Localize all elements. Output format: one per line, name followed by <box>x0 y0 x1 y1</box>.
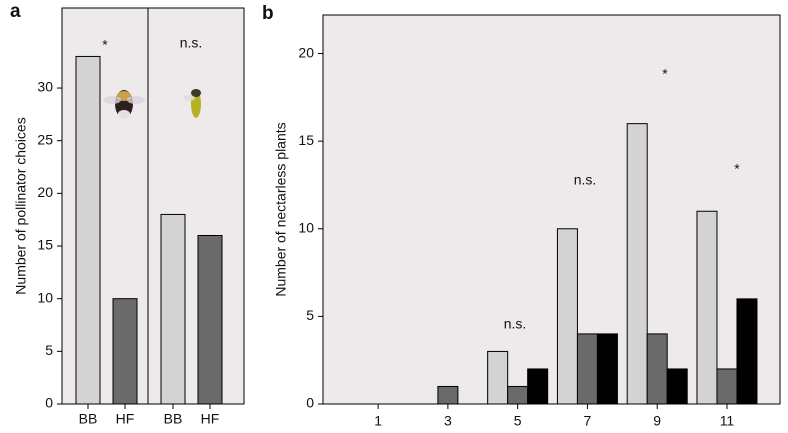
x-tick-label: 5 <box>514 413 522 429</box>
y-axis-label: Number of pollinator choices <box>13 117 29 294</box>
bar <box>646 333 668 405</box>
bar <box>112 298 138 405</box>
bar <box>197 234 223 405</box>
bar <box>626 123 648 405</box>
bar <box>487 350 509 405</box>
x-tick-label: 9 <box>653 413 661 429</box>
y-tick-label: 5 <box>45 342 53 358</box>
y-tick-label: 15 <box>298 132 314 148</box>
bar <box>556 228 578 405</box>
y-tick-label: 20 <box>37 184 53 200</box>
annotation: n.s. <box>504 316 527 332</box>
x-tick-label: 3 <box>444 413 452 429</box>
y-tick-label: 10 <box>37 289 53 305</box>
x-tick-label: HF <box>201 411 220 427</box>
x-tick-label: HF <box>116 411 135 427</box>
hoverfly-icon <box>183 89 201 118</box>
bar <box>696 210 718 405</box>
panel-label: b <box>262 3 274 24</box>
y-tick-label: 5 <box>306 307 314 323</box>
bar <box>596 333 618 405</box>
y-tick-label: 20 <box>298 44 314 60</box>
panel-label: a <box>10 1 21 22</box>
bumblebee-icon <box>103 90 145 118</box>
x-tick-label: 11 <box>720 413 735 429</box>
bar <box>666 368 688 405</box>
annotation: * <box>662 66 668 82</box>
annotation: * <box>734 161 740 177</box>
bar <box>716 368 738 405</box>
y-tick-label: 0 <box>306 395 314 411</box>
x-tick-label: BB <box>79 411 98 427</box>
bar <box>527 368 549 405</box>
bar <box>507 385 529 405</box>
x-tick-label: 1 <box>374 413 382 429</box>
y-tick-label: 15 <box>37 237 53 253</box>
plot-frame <box>61 7 245 405</box>
plot-frame <box>322 14 781 405</box>
x-tick-label: BB <box>164 411 183 427</box>
y-tick-label: 25 <box>37 131 53 147</box>
annotation: * <box>102 37 108 53</box>
bar <box>160 213 186 405</box>
y-tick-label: 0 <box>45 395 53 411</box>
y-axis-label: Number of nectarless plants <box>273 122 289 296</box>
bar <box>576 333 598 405</box>
annotation: n.s. <box>180 35 203 51</box>
bar <box>437 385 459 405</box>
bar <box>736 298 758 405</box>
x-tick-label: 7 <box>584 413 592 429</box>
y-tick-label: 30 <box>37 79 53 95</box>
annotation: n.s. <box>574 172 597 188</box>
y-tick-label: 10 <box>298 219 314 235</box>
bar <box>75 55 101 405</box>
